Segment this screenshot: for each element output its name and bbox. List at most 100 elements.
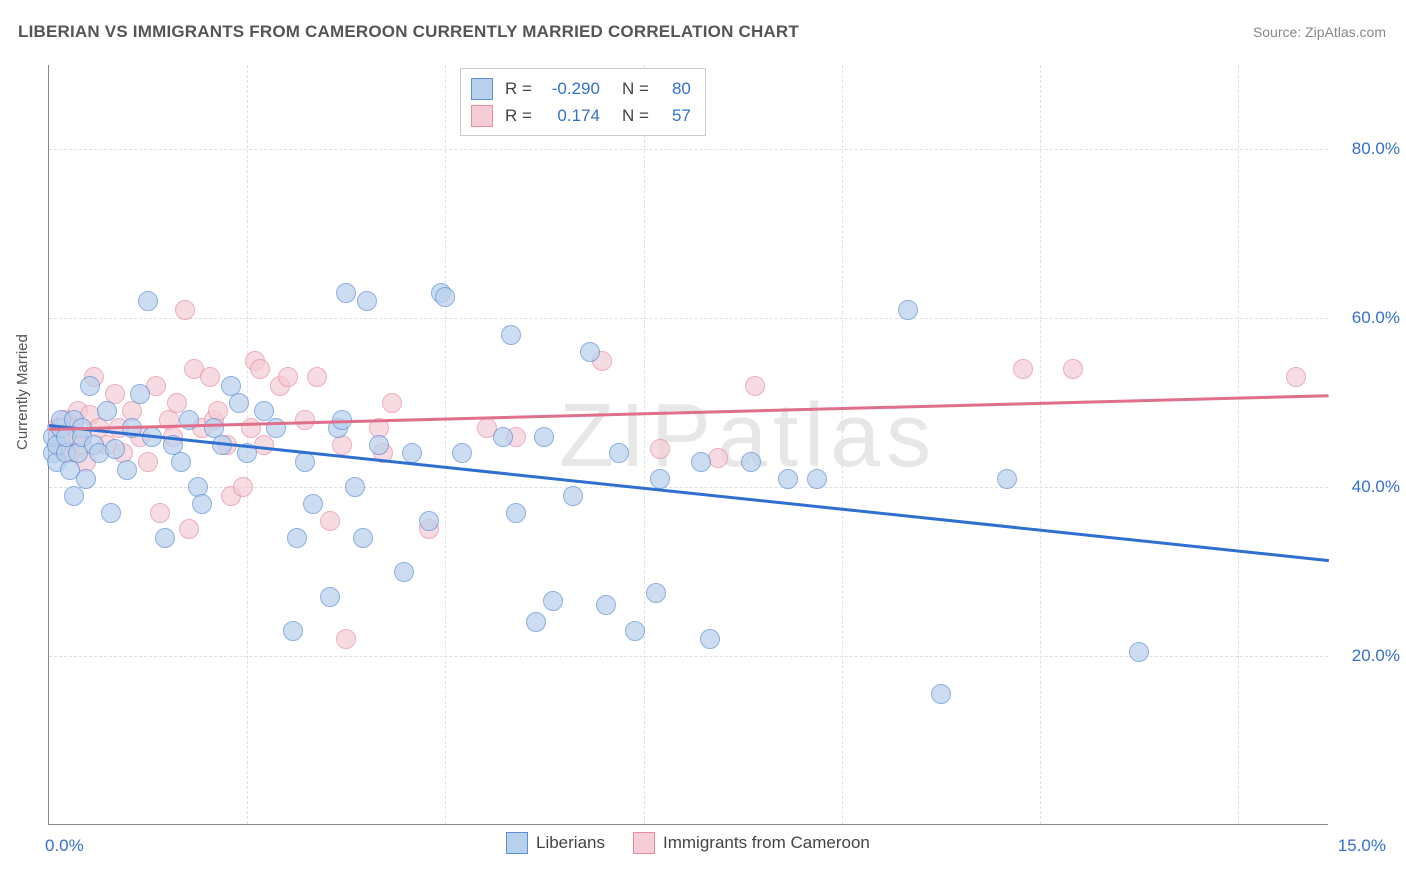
data-point (179, 519, 199, 539)
data-point (200, 367, 220, 387)
y-tick-label: 80.0% (1352, 139, 1400, 159)
data-point (419, 511, 439, 531)
data-point (287, 528, 307, 548)
y-tick-label: 20.0% (1352, 646, 1400, 666)
legend-swatch (471, 78, 493, 100)
y-axis-label: Currently Married (14, 334, 31, 450)
legend-label: Immigrants from Cameroon (663, 833, 870, 853)
data-point (369, 435, 389, 455)
stats-n-value: 57 (661, 102, 691, 129)
data-point (700, 629, 720, 649)
data-point (650, 469, 670, 489)
data-point (229, 393, 249, 413)
legend-item: Liberians (506, 832, 605, 854)
stats-r-label: R = (505, 102, 532, 129)
gridline-vertical (842, 65, 843, 824)
x-tick-label: 15.0% (1338, 836, 1386, 856)
data-point (336, 283, 356, 303)
gridline-vertical (1238, 65, 1239, 824)
gridline-vertical (644, 65, 645, 824)
data-point (233, 477, 253, 497)
data-point (303, 494, 323, 514)
data-point (691, 452, 711, 472)
data-point (625, 621, 645, 641)
data-point (435, 287, 455, 307)
data-point (650, 439, 670, 459)
data-point (501, 325, 521, 345)
data-point (563, 486, 583, 506)
data-point (394, 562, 414, 582)
stats-r-value: 0.174 (544, 102, 600, 129)
data-point (745, 376, 765, 396)
data-point (807, 469, 827, 489)
data-point (898, 300, 918, 320)
stats-n-label: N = (622, 75, 649, 102)
source-attribution: Source: ZipAtlas.com (1253, 24, 1386, 40)
data-point (138, 452, 158, 472)
data-point (353, 528, 373, 548)
stats-r-value: -0.290 (544, 75, 600, 102)
legend-swatch (506, 832, 528, 854)
legend-item: Immigrants from Cameroon (633, 832, 870, 854)
y-tick-label: 60.0% (1352, 308, 1400, 328)
data-point (150, 503, 170, 523)
stats-legend-box: R = -0.290 N = 80 R = 0.174 N = 57 (460, 68, 706, 136)
watermark: ZIPatlas (559, 385, 937, 488)
legend-swatch (633, 832, 655, 854)
data-point (345, 477, 365, 497)
data-point (596, 595, 616, 615)
stats-legend-row: R = 0.174 N = 57 (471, 102, 691, 129)
data-point (452, 443, 472, 463)
data-point (97, 401, 117, 421)
data-point (1063, 359, 1083, 379)
data-point (80, 376, 100, 396)
correlation-chart: LIBERIAN VS IMMIGRANTS FROM CAMEROON CUR… (0, 0, 1406, 892)
data-point (526, 612, 546, 632)
data-point (171, 452, 191, 472)
data-point (332, 435, 352, 455)
data-point (534, 427, 554, 447)
data-point (741, 452, 761, 472)
data-point (609, 443, 629, 463)
data-point (130, 384, 150, 404)
chart-title: LIBERIAN VS IMMIGRANTS FROM CAMEROON CUR… (18, 22, 799, 42)
data-point (175, 300, 195, 320)
stats-n-label: N = (622, 102, 649, 129)
legend-label: Liberians (536, 833, 605, 853)
data-point (64, 486, 84, 506)
x-tick-label: 0.0% (45, 836, 84, 856)
plot-area: ZIPatlas 20.0%40.0%60.0%80.0%0.0%15.0% (48, 65, 1328, 825)
data-point (105, 439, 125, 459)
data-point (646, 583, 666, 603)
data-point (283, 621, 303, 641)
data-point (506, 503, 526, 523)
data-point (320, 511, 340, 531)
gridline-horizontal (49, 149, 1328, 150)
data-point (1013, 359, 1033, 379)
stats-r-label: R = (505, 75, 532, 102)
data-point (278, 367, 298, 387)
stats-legend-row: R = -0.290 N = 80 (471, 75, 691, 102)
data-point (320, 587, 340, 607)
data-point (997, 469, 1017, 489)
data-point (493, 427, 513, 447)
data-point (382, 393, 402, 413)
data-point (778, 469, 798, 489)
data-point (336, 629, 356, 649)
data-point (101, 503, 121, 523)
data-point (307, 367, 327, 387)
data-point (295, 452, 315, 472)
data-point (192, 494, 212, 514)
data-point (117, 460, 137, 480)
data-point (138, 291, 158, 311)
data-point (250, 359, 270, 379)
gridline-vertical (1040, 65, 1041, 824)
stats-n-value: 80 (661, 75, 691, 102)
data-point (402, 443, 422, 463)
data-point (543, 591, 563, 611)
series-legend: Liberians Immigrants from Cameroon (506, 832, 870, 854)
y-tick-label: 40.0% (1352, 477, 1400, 497)
data-point (357, 291, 377, 311)
data-point (580, 342, 600, 362)
data-point (1129, 642, 1149, 662)
